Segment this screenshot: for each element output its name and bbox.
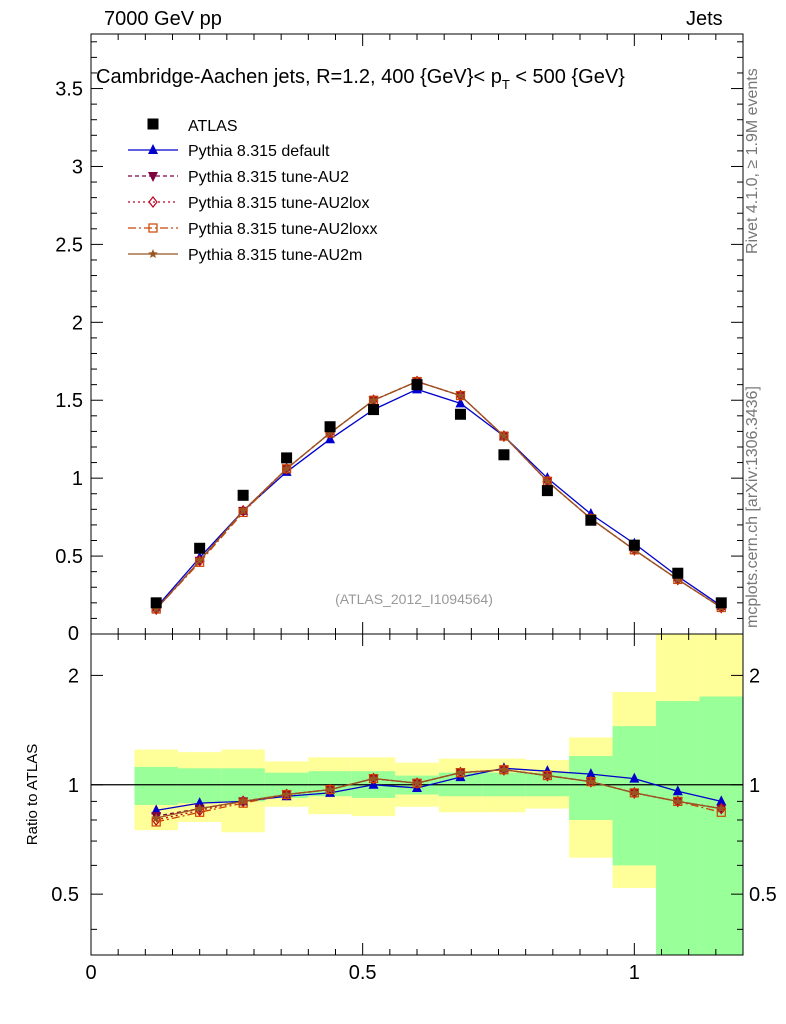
series-line-main-4: [155, 380, 722, 610]
star-marker: [499, 431, 509, 441]
main-y-tick-label: 3.5: [55, 79, 83, 101]
main-y-tick-label: 2: [72, 312, 83, 334]
star-marker: [368, 773, 379, 783]
stat-uncertainty-band: [134, 766, 178, 805]
atlas-data-point: [454, 408, 466, 420]
axis-ticks: [90, 34, 744, 955]
main-y-tick-label: 2.5: [55, 234, 83, 256]
diamond-marker: [148, 196, 158, 208]
star-marker: [238, 505, 248, 515]
triangle-down-marker: [148, 172, 158, 182]
triangle-marker: [629, 772, 640, 783]
ratio-y-axis-label: Ratio to ATLAS: [24, 744, 41, 845]
atlas-data-point: [498, 449, 510, 461]
x-tick-label: 0: [85, 962, 96, 984]
legend-label-atlas: ATLAS: [188, 118, 238, 135]
triangle-marker: [148, 144, 158, 154]
atlas-data-point: [715, 597, 727, 609]
ratio-y-tick-label-left: 1: [68, 775, 79, 797]
square-marker: [148, 223, 158, 233]
stat-uncertainty-band: [569, 756, 613, 820]
legend-label: Pythia 8.315 tune-AU2m: [188, 247, 362, 264]
atlas-data-point: [150, 597, 162, 609]
star-marker: [281, 789, 292, 799]
stat-uncertainty-band: [699, 696, 743, 955]
x-tick-label: 1: [629, 962, 640, 984]
atlas-data-point: [585, 514, 597, 526]
legend-label: Pythia 8.315 tune-AU2loxx: [188, 221, 377, 238]
chart-title: Cambridge-Aachen jets, R=1.2, 400 {GeV}<…: [96, 66, 625, 92]
triangle-marker: [151, 804, 162, 815]
legend-label: Pythia 8.315 default: [188, 143, 330, 160]
star-marker: [586, 776, 596, 786]
atlas-data-point: [281, 452, 293, 464]
series-line-ratio-3: [156, 769, 722, 823]
star-marker: [629, 787, 640, 797]
chart-title-main: Cambridge-Aachen jets, R=1.2, 400 {GeV}<…: [96, 66, 502, 88]
star-marker: [151, 604, 161, 614]
header-right: Jets: [686, 8, 723, 30]
triangle-marker: [716, 795, 727, 806]
main-y-tick-label-zero: 0: [68, 623, 79, 645]
legend: ATLAS Pythia 8.315 default Pythia 8.315 tu…: [128, 118, 377, 264]
atlas-data-point: [194, 542, 206, 554]
star-marker: [281, 463, 292, 473]
star-marker: [368, 395, 379, 405]
triangle-marker: [672, 785, 683, 796]
star-marker: [455, 390, 466, 400]
stat-uncertainty-band: [656, 701, 700, 955]
legend-label: Pythia 8.315 tune-AU2: [188, 169, 349, 186]
atlas-data-point: [237, 489, 249, 501]
atlas-data-point: [541, 485, 553, 497]
triangle-marker: [585, 768, 596, 779]
star-marker: [148, 249, 158, 258]
star-marker: [673, 574, 683, 584]
star-marker: [673, 796, 683, 806]
star-marker: [412, 778, 422, 788]
series-line-ratio-4: [156, 769, 722, 819]
atlas-data-point: [324, 421, 336, 433]
star-marker: [325, 428, 335, 437]
x-tick-label: 0.5: [349, 962, 377, 984]
legend-label: Pythia 8.315 tune-AU2lox: [188, 195, 369, 212]
star-marker: [325, 784, 335, 794]
main-y-tick-label: 1.5: [55, 390, 83, 412]
ratio-y-tick-label-right: 2: [749, 665, 760, 687]
triangle-marker: [455, 397, 466, 408]
header-left: 7000 GeV pp: [104, 8, 222, 30]
star-marker: [716, 803, 726, 813]
series-layer: [150, 375, 727, 827]
atlas-data-point: [368, 404, 380, 416]
atlas-data-point: [411, 379, 423, 391]
ratio-y-tick-label-right: 0.5: [749, 884, 777, 906]
atlas-data-point: [672, 567, 684, 579]
star-marker: [542, 476, 553, 486]
atlas-data-point: [628, 539, 640, 551]
ratio-y-tick-label-left: 0.5: [51, 884, 79, 906]
analysis-watermark: (ATLAS_2012_I1094564): [335, 591, 493, 607]
star-marker: [194, 555, 205, 565]
chart-title-subscript: T: [502, 77, 510, 92]
star-marker: [455, 767, 466, 777]
main-y-tick-label: 0.5: [55, 546, 83, 568]
ratio-y-tick-label-right: 1: [749, 775, 760, 797]
ratio-y-tick-label-left: 2: [68, 665, 79, 687]
star-marker: [194, 803, 205, 813]
atlas-data-point: [147, 118, 159, 130]
star-marker: [151, 813, 161, 823]
main-y-tick-label: 1: [72, 468, 83, 490]
chart-title-tail: < 500 {GeV}: [510, 66, 625, 88]
star-marker: [499, 764, 509, 774]
star-marker: [238, 796, 248, 806]
text-layer: 0.5 1 1.5 2 2.5 3 3.5 0 0.5 0.5 1 1 2 2 Ratio to ATLAS…: [24, 66, 777, 984]
star-marker: [542, 770, 553, 780]
main-y-tick-label: 3: [72, 156, 83, 178]
